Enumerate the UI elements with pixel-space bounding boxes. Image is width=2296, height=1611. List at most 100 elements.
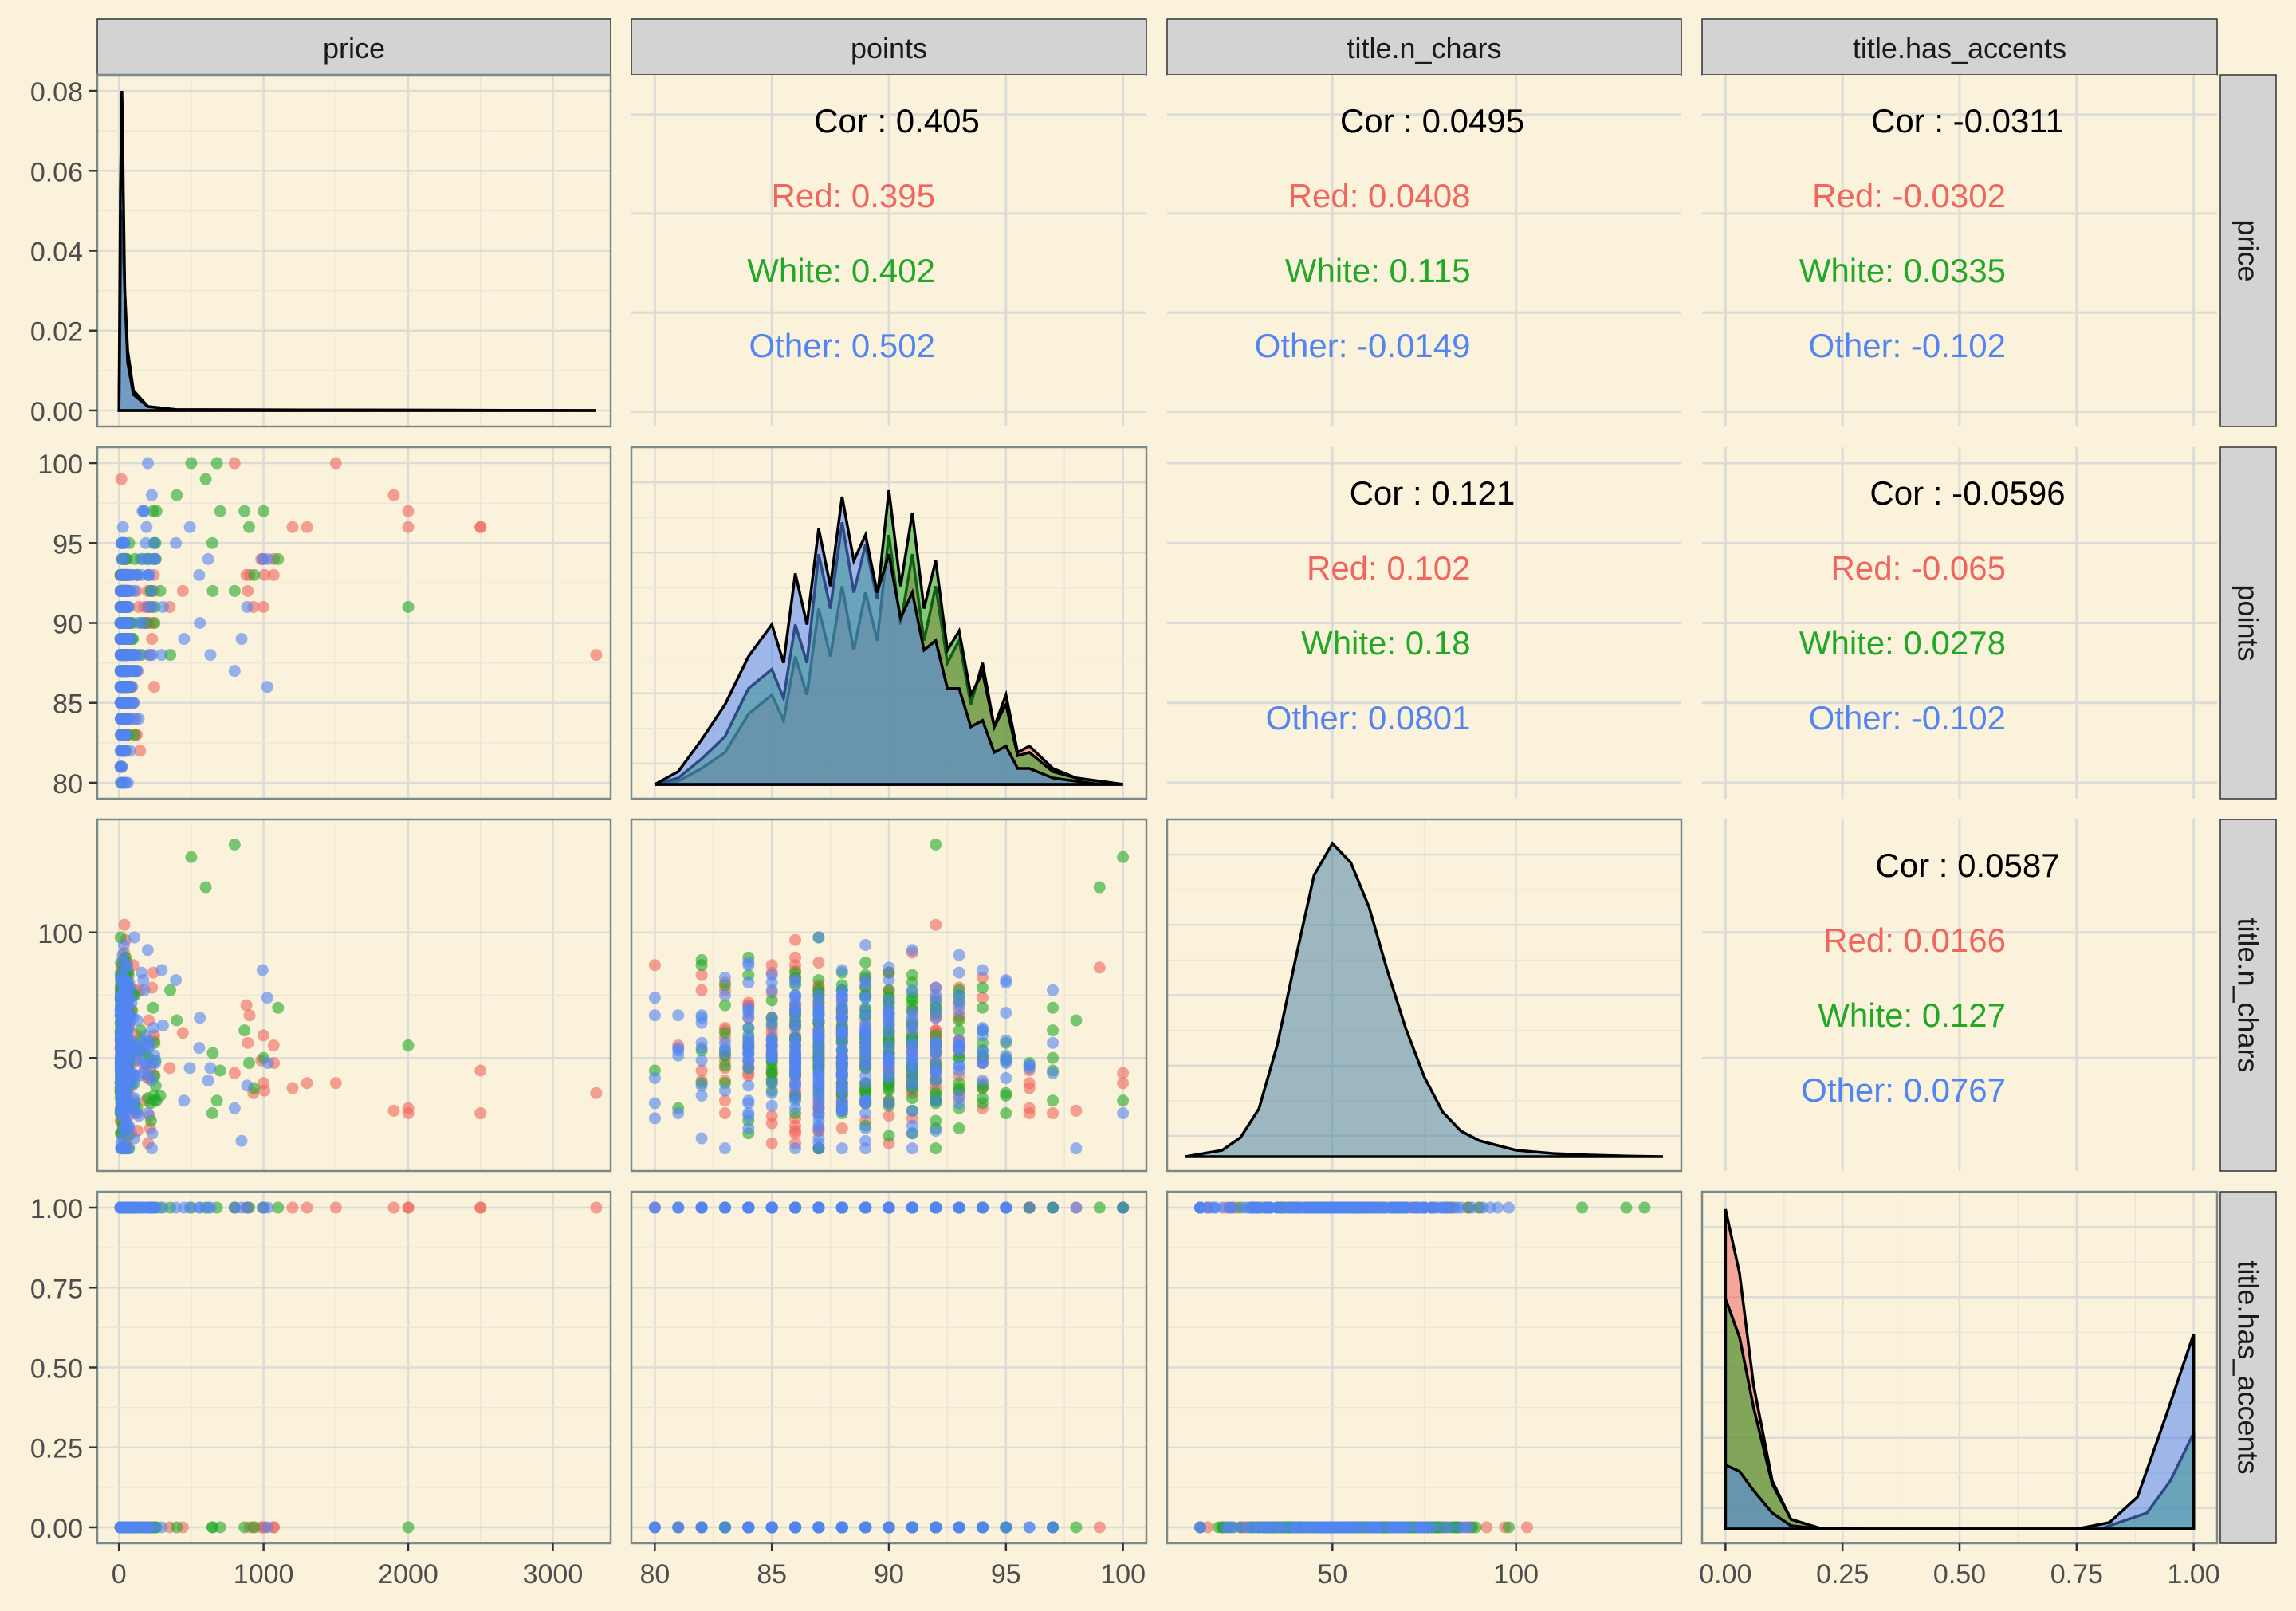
scatter-point-red [1024,1077,1036,1089]
scatter-point-white [200,473,212,485]
scatter-point-white [248,569,260,581]
scatter-point-red [330,458,342,470]
scatter-point-red [1094,1521,1106,1533]
scatter-point-red [1070,1105,1082,1117]
scatter-point-other [930,1125,942,1137]
correlation-red: Red: 0.395 [772,177,936,214]
scatter-point-other [157,601,169,613]
scatter-point-other [836,1202,848,1214]
scatter-point-other [696,1037,708,1049]
scatter-point-other [115,697,127,709]
scatter-point-other [115,760,127,772]
scatter-point-other [836,1102,848,1114]
scatter-point-other [836,1085,848,1097]
scatter-point-red [474,521,486,533]
scatter-point-other [859,1077,871,1089]
scatter-point-other [204,649,216,661]
scatter-point-white [403,1521,415,1533]
scatter-point-red [403,1202,415,1214]
scatter-point-other [766,1202,778,1214]
scatter-point-red [387,1202,399,1214]
scatter-point-other [115,969,127,981]
scatter-point-other [977,1521,989,1533]
scatter-point-other [906,1012,918,1024]
scatter-point-other [742,1022,754,1034]
scatter-point-other [859,939,871,951]
scatter-point-other [742,957,754,969]
scatter-point-other [859,1094,871,1106]
row-strip-label-3: title.has_accents [2232,1260,2265,1474]
scatter-point-other [178,1094,190,1106]
scatter-point-other [235,1135,247,1147]
scatter-point-other [241,601,253,613]
scatter-point-other [1024,1059,1036,1071]
scatter-point-white [211,458,223,470]
scatter-point-red [387,1105,399,1117]
scatter-point-other [789,1062,801,1074]
scatter-point-other [115,1202,127,1214]
scatter-point-other [696,1521,708,1533]
scatter-point-other [812,1521,824,1533]
scatter-point-other [812,1102,824,1114]
scatter-point-other [930,1012,942,1024]
scatter-point-other [178,1202,190,1214]
scatter-point-other [136,569,147,581]
scatter-point-white [185,458,197,470]
scatter-point-other [812,1142,824,1154]
scatter-point-other [672,1009,684,1021]
scatter-point-other [836,1521,848,1533]
scatter-point-other [719,989,731,1001]
scatter-point-other [146,1075,158,1086]
scatter-point-white [171,489,183,501]
panel-3-1 [631,1192,1146,1543]
scatter-point-white [148,1090,160,1102]
scatter-point-other [859,1521,871,1533]
scatter-point-other [766,1087,778,1099]
scatter-point-other [140,537,151,549]
scatter-point-white [1000,1090,1012,1102]
correlation-overall: Cor : 0.0495 [1340,102,1524,139]
scatter-point-other [719,972,731,984]
scatter-point-white [403,601,415,613]
scatter-point-red [258,1029,269,1041]
scatter-point-other [930,1521,942,1533]
scatter-point-other [262,553,274,565]
scatter-point-other [649,1202,661,1214]
scatter-point-other [118,601,130,613]
correlation-red: Red: -0.0302 [1812,177,2006,214]
scatter-point-white [171,1015,183,1027]
scatter-point-other [812,932,824,944]
scatter-point-other [696,1202,708,1214]
scatter-point-red [301,1202,313,1214]
correlation-red: Red: 0.0408 [1288,177,1471,214]
scatter-point-other [836,965,848,976]
scatter-point-white [1070,1015,1082,1027]
scatter-point-other [262,1057,274,1069]
scatter-point-white [151,505,163,517]
scatter-point-other [184,521,196,533]
scatter-point-other [836,984,848,996]
scatter-point-other [883,1017,895,1029]
scatter-point-other [118,537,130,549]
scatter-point-other [147,649,159,661]
scatter-point-red [330,1077,342,1089]
scatter-point-white [812,974,824,986]
scatter-point-other [146,1127,158,1139]
scatter-point-white [243,1057,255,1069]
scatter-point-other [906,1142,918,1154]
row-strip-label-2: title.n_chars [2232,917,2265,1072]
scatter-point-other [202,553,214,565]
correlation-white: White: 0.18 [1301,624,1470,662]
scatter-point-other [257,965,269,976]
scatter-point-white [1047,1094,1059,1106]
scatter-point-red [387,489,399,501]
scatter-point-white [200,882,212,894]
scatter-point-other [906,1079,918,1091]
scatter-point-other [742,1202,754,1214]
scatter-point-other [1047,1202,1059,1214]
scatter-point-red [649,959,661,971]
scatter-point-other [1000,1521,1012,1533]
scatter-point-other [1117,1107,1129,1119]
scatter-point-red [116,473,128,485]
